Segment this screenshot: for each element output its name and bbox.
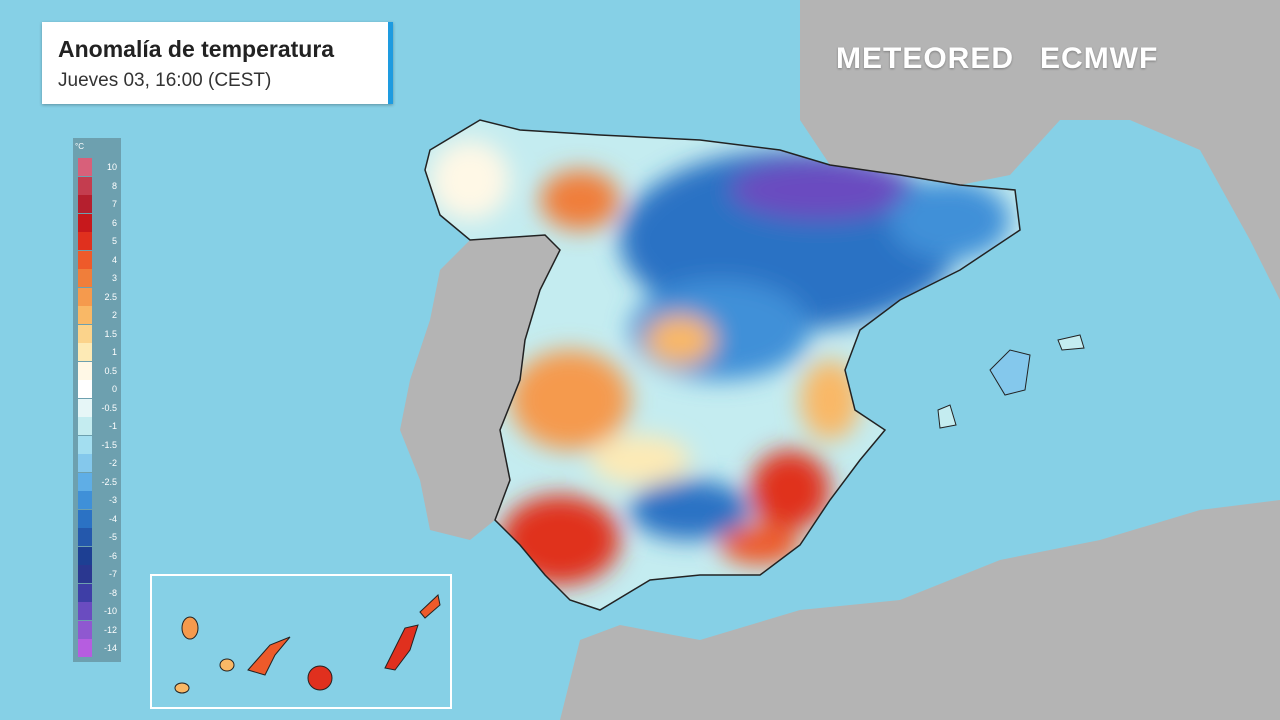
legend-swatch xyxy=(78,528,92,546)
legend-label: -2.5 xyxy=(101,476,117,487)
canary-islands xyxy=(174,594,441,694)
title: Anomalía de temperatura xyxy=(58,36,335,62)
portugal xyxy=(400,235,560,540)
legend-label: -0.5 xyxy=(101,402,117,413)
legend-label: -6 xyxy=(108,550,117,561)
legend-swatch xyxy=(78,472,92,491)
legend-label: -14 xyxy=(103,643,117,653)
legend-swatch xyxy=(78,602,92,620)
legend-label: -12 xyxy=(103,624,117,635)
legend-swatch xyxy=(78,213,92,232)
legend-swatch xyxy=(78,491,92,509)
legend-swatch xyxy=(78,620,92,639)
legend-swatch xyxy=(78,639,92,657)
legend-swatch xyxy=(78,324,92,343)
legend-label: 2 xyxy=(111,310,117,320)
spain-outline xyxy=(424,119,1021,611)
legend-label: -8 xyxy=(108,587,117,598)
legend-label: 10 xyxy=(106,162,117,172)
legend-swatch xyxy=(78,343,92,361)
legend: °C 10 8 7 6 5 4 3 2.5 2 1.5 1 0.5 0 -0.5 -1 -1.5 -2 -2.5 -… xyxy=(73,138,121,662)
legend-swatch xyxy=(78,232,92,250)
legend-label: -10 xyxy=(103,606,117,616)
legend-label: 5 xyxy=(111,236,117,246)
legend-label: 6 xyxy=(111,217,117,228)
legend-label: -4 xyxy=(108,513,117,524)
legend-label: 7 xyxy=(111,199,117,209)
legend-label: 0.5 xyxy=(104,365,117,376)
legend-swatch xyxy=(78,417,92,435)
legend-label: 1 xyxy=(111,347,117,357)
logos: METEORED ECMWF xyxy=(836,42,1184,76)
legend-swatch xyxy=(78,176,92,195)
subtitle: Jueves 03, 16:00 (CEST) xyxy=(58,70,272,91)
legend-swatch xyxy=(78,398,92,417)
menorca xyxy=(1057,334,1085,351)
legend-swatch xyxy=(78,195,92,213)
legend-swatch xyxy=(78,306,92,324)
legend-label: 3 xyxy=(111,273,117,283)
legend-swatch xyxy=(78,546,92,565)
legend-swatch xyxy=(78,435,92,454)
legend-unit: °C xyxy=(75,142,84,151)
mallorca xyxy=(989,349,1031,396)
legend-label: -3 xyxy=(108,495,117,505)
france xyxy=(800,0,1280,300)
legend-swatch xyxy=(78,509,92,528)
logo-ecmwf: ECMWF xyxy=(1040,42,1159,75)
canary-inset xyxy=(150,574,452,709)
title-box: Anomalía de temperatura Jueves 03, 16:00… xyxy=(42,22,393,104)
legend-label: 2.5 xyxy=(104,291,117,302)
legend-label: 0 xyxy=(111,384,117,394)
legend-swatch xyxy=(78,454,92,472)
legend-swatch xyxy=(78,565,92,583)
legend-label: 8 xyxy=(111,180,117,191)
legend-swatch xyxy=(78,287,92,306)
legend-swatch xyxy=(78,380,92,398)
legend-swatch xyxy=(78,583,92,602)
legend-swatch xyxy=(78,250,92,269)
ibiza xyxy=(937,404,957,429)
legend-label: -2 xyxy=(108,458,117,468)
legend-swatch xyxy=(78,361,92,380)
logo-meteored: METEORED xyxy=(836,42,1015,75)
legend-swatch xyxy=(78,269,92,287)
legend-label: -7 xyxy=(108,569,117,579)
legend-label: -5 xyxy=(108,532,117,542)
legend-label: 4 xyxy=(111,254,117,265)
legend-label: 1.5 xyxy=(104,328,117,339)
legend-swatch xyxy=(78,158,92,176)
africa xyxy=(560,500,1280,720)
legend-label: -1.5 xyxy=(101,439,117,450)
legend-label: -1 xyxy=(108,421,117,431)
